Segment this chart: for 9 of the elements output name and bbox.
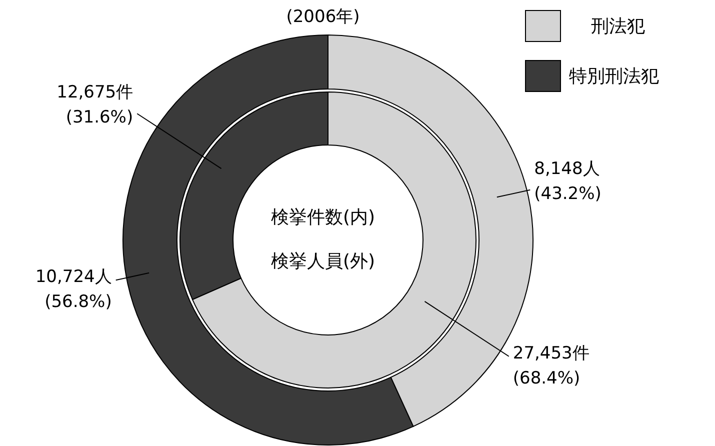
legend-label: 刑法犯 <box>591 15 645 38</box>
text: 検挙件数(内) <box>270 207 376 228</box>
legend-label: 特別刑法犯 <box>569 65 659 88</box>
data-label: 10,724人 (56.8%) <box>35 267 112 312</box>
text: 検挙人員(外) <box>270 251 376 272</box>
chart-title: (2006年) <box>286 7 360 27</box>
data-label: 27,453件 (68.4%) <box>512 343 590 388</box>
data-label: 12,675件 (31.6%) <box>56 82 134 128</box>
data-label: 8,148人 (43.2%) <box>534 158 602 204</box>
